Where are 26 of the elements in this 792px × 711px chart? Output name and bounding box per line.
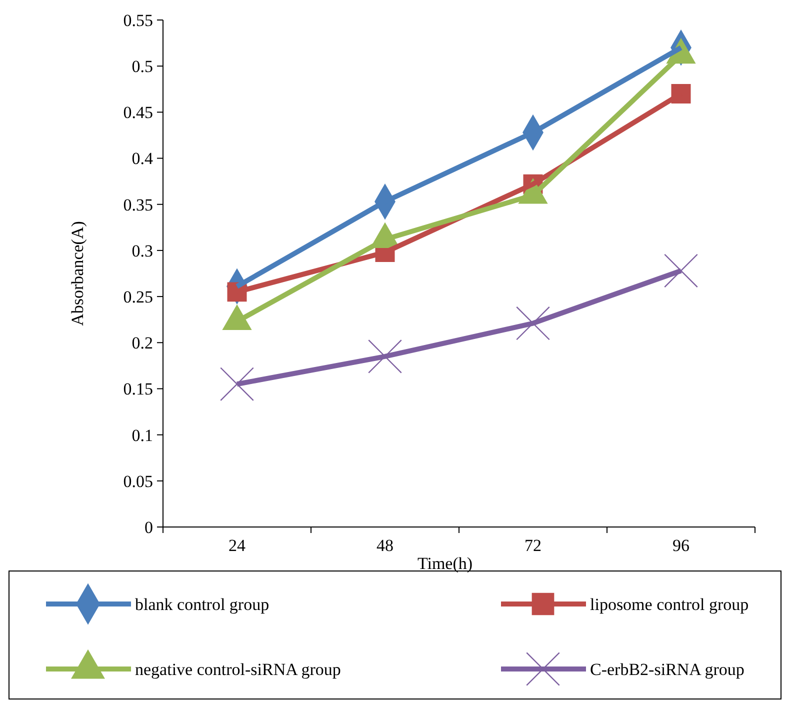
x-tick-label: 96	[672, 536, 690, 555]
x-tick-label: 72	[524, 536, 542, 555]
y-tick-label: 0.5	[132, 57, 153, 76]
y-tick-label: 0.35	[123, 195, 153, 214]
point	[664, 254, 698, 288]
x-axis-title: Time(h)	[417, 554, 473, 573]
point	[220, 367, 254, 402]
y-tick-label: 0.25	[123, 287, 153, 306]
y-tick-label: 0.1	[132, 426, 153, 445]
point	[516, 306, 550, 340]
legend-label: negative control-siRNA group	[135, 660, 341, 679]
y-tick-label: 0.45	[123, 103, 153, 122]
point	[368, 340, 402, 374]
y-tick-label: 0	[144, 518, 153, 537]
x-tick-label: 24	[228, 536, 246, 555]
y-tick-label: 0.2	[132, 334, 153, 353]
y-tick-label: 0.05	[123, 472, 153, 491]
y-tick-label: 0.15	[123, 380, 153, 399]
legend-label: C-erbB2-siRNA group	[590, 660, 744, 679]
y-axis-title: Absorbance(A)	[68, 221, 87, 326]
y-tick-label: 0.4	[132, 149, 154, 168]
legend-label: blank control group	[135, 594, 270, 614]
x-tick-label: 48	[376, 536, 394, 555]
legend-label: liposome control group	[590, 594, 749, 614]
y-tick-label: 0.3	[132, 241, 153, 260]
y-tick-label: 0.55	[123, 10, 153, 30]
